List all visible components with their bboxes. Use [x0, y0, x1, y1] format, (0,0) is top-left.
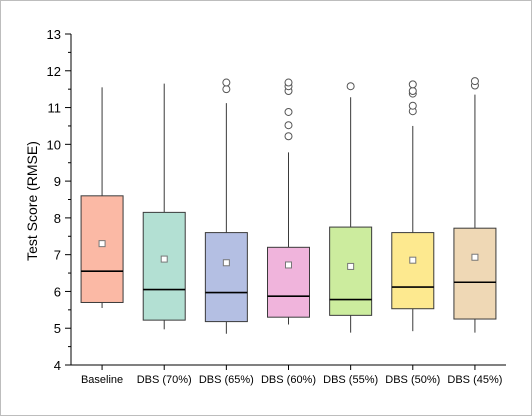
y-tick-label: 6	[54, 284, 61, 299]
outlier-point	[222, 78, 231, 87]
y-tick-label: 5	[54, 321, 61, 336]
box	[80, 195, 124, 303]
box-group	[329, 82, 373, 333]
x-tick-label: DBS (55%)	[323, 374, 378, 386]
outlier-point	[408, 101, 417, 110]
y-tick-label: 8	[54, 211, 61, 226]
box-group	[142, 83, 186, 330]
y-tick-label: 10	[47, 137, 61, 152]
outlier-point	[346, 82, 355, 91]
outlier-point	[408, 80, 417, 89]
y-axis-title: Test Score (RMSE)	[24, 141, 40, 261]
box	[391, 232, 435, 310]
y-tick-label: 7	[54, 248, 61, 263]
x-tick-label: Baseline	[81, 374, 123, 386]
box	[267, 246, 310, 318]
mean-marker	[285, 261, 292, 269]
box	[329, 226, 373, 316]
box-group	[453, 77, 497, 333]
x-tick-label: DBS (50%)	[385, 374, 440, 386]
box-series	[80, 77, 497, 334]
y-tick-label: 9	[54, 174, 61, 189]
outlier-point	[284, 121, 293, 130]
mean-marker	[160, 255, 168, 263]
y-tick-label: 13	[47, 27, 61, 42]
outlier-point	[284, 78, 293, 87]
x-tick-label: DBS (45%)	[447, 374, 502, 386]
box-group	[391, 80, 435, 332]
box	[453, 227, 497, 320]
mean-marker	[471, 253, 479, 261]
x-tick-label: DBS (65%)	[199, 374, 254, 386]
box-group	[204, 78, 248, 334]
mean-marker	[222, 259, 230, 267]
mean-marker	[347, 262, 355, 270]
box	[204, 232, 248, 323]
y-tick-label: 12	[47, 64, 61, 79]
mean-marker	[98, 240, 106, 248]
outlier-point	[284, 132, 293, 141]
outlier-point	[284, 107, 293, 116]
axes: 4 5 6 7 8 9 10 11 12 13 Baseline DBS (70%) DBS (65%)…	[47, 27, 506, 386]
x-tick-label: DBS (70%)	[137, 374, 192, 386]
y-tick-label: 4	[54, 358, 61, 373]
outlier-point	[222, 85, 231, 94]
outlier-point	[408, 87, 417, 96]
outlier-point	[470, 77, 479, 86]
y-tick-label: 11	[48, 101, 62, 116]
box-group	[80, 87, 124, 308]
box-group	[267, 78, 310, 325]
mean-marker	[409, 256, 417, 264]
x-tick-label: DBS (60%)	[261, 374, 316, 386]
box	[142, 211, 186, 321]
